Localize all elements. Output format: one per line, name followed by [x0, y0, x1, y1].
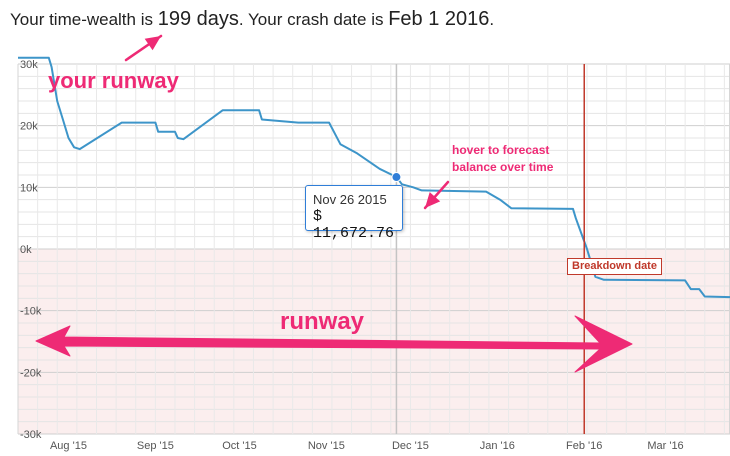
- arrow-to-days-head: [144, 36, 161, 51]
- hover-point-marker: [391, 172, 402, 183]
- y-tick-label: -10k: [20, 306, 42, 318]
- arrow-to-point-head: [425, 192, 441, 208]
- y-tick-label: -20k: [20, 367, 42, 379]
- chart-grid: [17, 63, 730, 435]
- headline-middle: . Your crash date is: [238, 10, 389, 29]
- x-tick-label: Mar '16: [647, 440, 683, 452]
- hover-hint-line-2: balance over time: [452, 160, 554, 174]
- chart-overlay: [391, 64, 585, 434]
- x-tick-label: Dec '15: [392, 440, 429, 452]
- tooltip-date: Nov 26 2015: [313, 192, 387, 207]
- x-tick-label: Jan '16: [480, 440, 515, 452]
- runway-double-arrow: [35, 315, 633, 373]
- y-tick-label: 0k: [20, 244, 32, 256]
- headline: Your time-wealth is 199 days. Your crash…: [10, 8, 494, 31]
- x-tick-label: Oct '15: [222, 440, 257, 452]
- breakdown-date-label: Breakdown date: [567, 258, 662, 275]
- headline-suffix: .: [489, 10, 495, 29]
- arrow-to-point: [423, 180, 450, 210]
- time-wealth-days: 199 days: [157, 8, 239, 30]
- tooltip-value: $ 11,672.76: [313, 208, 395, 242]
- arrow-to-days: [124, 34, 163, 62]
- forecast-tooltip: Nov 26 2015 $ 11,672.76: [305, 185, 403, 242]
- x-tick-label: Nov '15: [308, 440, 345, 452]
- your-runway-annotation: your runway: [48, 68, 179, 93]
- x-tick-label: Aug '15: [50, 440, 87, 452]
- headline-prefix: Your time-wealth is: [10, 10, 158, 29]
- hover-hint-line-1: hover to forecast: [452, 143, 550, 157]
- x-axis-labels: Aug '15 Sep '15 Oct '15 Nov '15 Dec '15 Jan '…: [50, 440, 684, 452]
- y-axis-labels: 30k 20k 10k 0k -10k -20k -30k: [20, 59, 42, 441]
- crash-date: Feb 1 2016: [388, 8, 490, 30]
- x-tick-label: Feb '16: [566, 440, 602, 452]
- runway-annotation: runway: [280, 308, 365, 335]
- y-tick-label: 10k: [20, 182, 38, 194]
- y-tick-label: -30k: [20, 429, 42, 441]
- y-tick-label: 30k: [20, 59, 38, 71]
- annotation-arrows: [35, 34, 633, 373]
- x-tick-label: Sep '15: [137, 440, 174, 452]
- y-tick-label: 20k: [20, 121, 38, 133]
- hover-hint-annotation: hover to forecast balance over time: [452, 142, 553, 176]
